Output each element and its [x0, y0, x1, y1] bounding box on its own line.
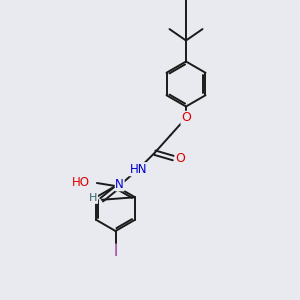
Text: HN: HN [130, 163, 147, 176]
Text: I: I [113, 244, 118, 260]
Text: H: H [89, 193, 98, 203]
Text: O: O [175, 152, 185, 165]
Text: N: N [115, 178, 124, 191]
Text: HO: HO [72, 176, 90, 190]
Text: O: O [181, 111, 191, 124]
